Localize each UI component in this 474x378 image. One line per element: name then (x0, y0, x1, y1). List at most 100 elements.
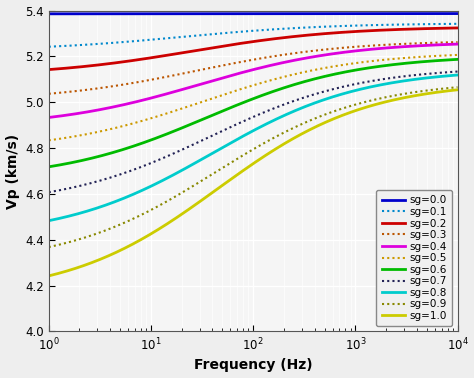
sg=1.0 (46, 274, 52, 278)
sg=1.0 (283, 140, 289, 145)
sg=0.2 (294, 34, 300, 39)
sg=0.8 (455, 73, 460, 77)
sg=0.7 (294, 98, 300, 102)
sg=0.3 (46, 91, 52, 96)
sg=0.5 (294, 71, 300, 76)
sg=0.1 (306, 25, 312, 29)
sg=0.3 (71, 89, 77, 94)
Line: sg=0.5: sg=0.5 (49, 55, 457, 140)
sg=1.0 (455, 88, 460, 92)
sg=0.3 (283, 52, 289, 57)
Line: sg=0.9: sg=0.9 (49, 87, 457, 247)
sg=0.5 (71, 134, 77, 139)
sg=0.5 (283, 74, 289, 79)
sg=0.0 (71, 12, 77, 16)
sg=0.1 (71, 43, 77, 48)
sg=1.0 (356, 107, 362, 112)
Line: sg=0.8: sg=0.8 (49, 75, 457, 221)
sg=0.4 (306, 55, 312, 60)
Line: sg=0.2: sg=0.2 (49, 28, 457, 70)
sg=0.9 (46, 245, 52, 249)
sg=0.2 (283, 35, 289, 40)
sg=0.4 (46, 115, 52, 120)
sg=0.1 (46, 45, 52, 49)
sg=0.9 (71, 239, 77, 243)
sg=0.7 (71, 185, 77, 189)
sg=0.6 (356, 67, 362, 72)
sg=0.9 (294, 124, 300, 129)
sg=0.6 (455, 57, 460, 62)
sg=0.3 (356, 44, 362, 49)
sg=0.0 (306, 11, 312, 16)
sg=0.0 (356, 11, 362, 16)
sg=0.7 (398, 74, 403, 79)
sg=0.0 (283, 11, 289, 16)
sg=0.8 (356, 87, 362, 92)
sg=0.2 (306, 33, 312, 37)
sg=0.1 (283, 26, 289, 31)
sg=0.5 (46, 138, 52, 143)
sg=0.8 (46, 218, 52, 223)
sg=0.5 (398, 56, 403, 60)
sg=0.9 (306, 119, 312, 123)
sg=0.2 (71, 65, 77, 70)
Line: sg=0.3: sg=0.3 (49, 42, 457, 94)
sg=0.6 (294, 82, 300, 86)
sg=0.9 (283, 129, 289, 134)
sg=0.5 (356, 60, 362, 65)
sg=0.0 (294, 11, 300, 16)
sg=1.0 (294, 134, 300, 139)
sg=0.1 (398, 22, 403, 27)
sg=0.1 (294, 26, 300, 30)
sg=0.8 (306, 103, 312, 107)
sg=0.4 (294, 57, 300, 62)
Line: sg=0.1: sg=0.1 (49, 24, 457, 47)
sg=1.0 (71, 266, 77, 271)
sg=0.3 (294, 51, 300, 55)
sg=0.4 (356, 48, 362, 53)
sg=0.4 (283, 60, 289, 64)
Legend: sg=0.0, sg=0.1, sg=0.2, sg=0.3, sg=0.4, sg=0.5, sg=0.6, sg=0.7, sg=0.8, sg=0.9, : sg=0.0, sg=0.1, sg=0.2, sg=0.3, sg=0.4, … (376, 190, 452, 326)
sg=0.2 (455, 26, 460, 30)
sg=1.0 (306, 128, 312, 132)
sg=0.2 (356, 29, 362, 34)
sg=0.7 (356, 81, 362, 86)
sg=0.8 (294, 108, 300, 112)
sg=0.8 (398, 79, 403, 84)
sg=0.7 (283, 101, 289, 106)
sg=0.3 (398, 42, 403, 46)
sg=0.7 (306, 94, 312, 98)
sg=0.9 (398, 92, 403, 97)
sg=0.6 (283, 85, 289, 90)
sg=0.3 (455, 40, 460, 44)
sg=0.1 (455, 22, 460, 26)
sg=0.1 (356, 23, 362, 28)
sg=0.2 (46, 67, 52, 72)
sg=0.7 (46, 190, 52, 195)
Y-axis label: Vp (km/s): Vp (km/s) (6, 133, 19, 209)
sg=0.3 (306, 49, 312, 54)
sg=0.0 (398, 11, 403, 16)
Line: sg=1.0: sg=1.0 (49, 90, 457, 276)
sg=0.9 (356, 101, 362, 106)
Line: sg=0.7: sg=0.7 (49, 71, 457, 192)
Line: sg=0.4: sg=0.4 (49, 44, 457, 118)
sg=1.0 (398, 96, 403, 101)
sg=0.8 (283, 112, 289, 117)
sg=0.8 (71, 212, 77, 217)
Line: sg=0.6: sg=0.6 (49, 59, 457, 167)
sg=0.4 (398, 45, 403, 49)
sg=0.0 (455, 11, 460, 16)
sg=0.6 (71, 160, 77, 164)
sg=0.5 (306, 69, 312, 73)
sg=0.9 (455, 85, 460, 90)
sg=0.6 (46, 164, 52, 169)
sg=0.0 (46, 12, 52, 16)
sg=0.4 (455, 42, 460, 46)
X-axis label: Frequency (Hz): Frequency (Hz) (194, 358, 312, 372)
sg=0.4 (71, 112, 77, 116)
sg=0.2 (398, 27, 403, 32)
sg=0.6 (306, 78, 312, 83)
sg=0.5 (455, 53, 460, 57)
sg=0.6 (398, 62, 403, 66)
